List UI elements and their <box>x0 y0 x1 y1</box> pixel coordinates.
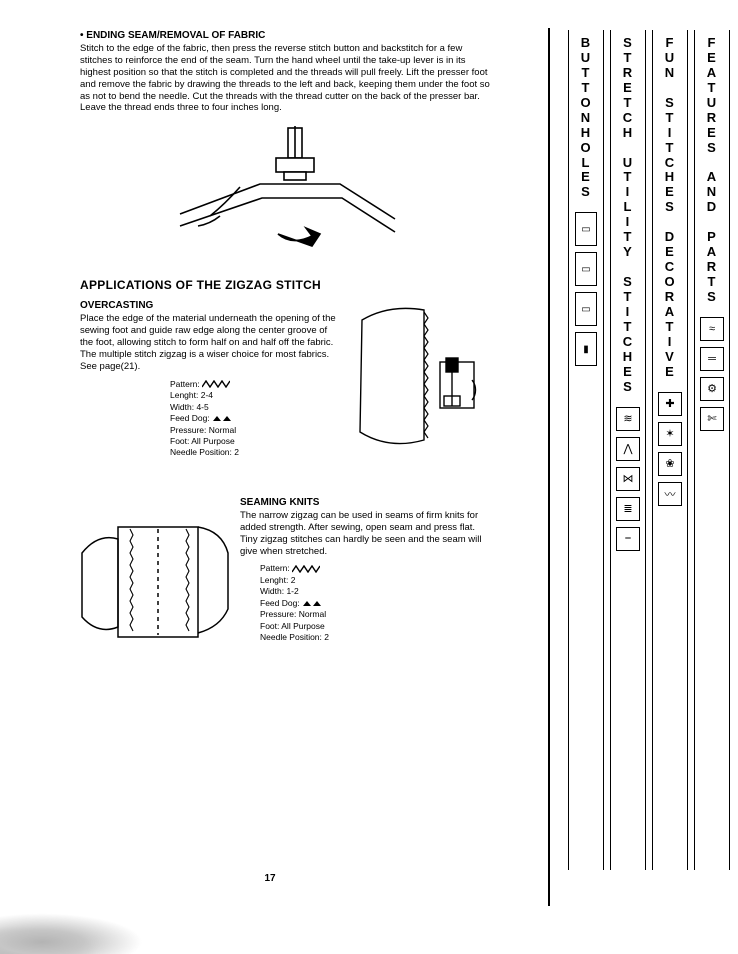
pressure-label-2: Pressure: Normal <box>260 609 490 620</box>
width-label-2: Width: 1-2 <box>260 586 490 597</box>
pattern-label: Pattern: <box>170 379 200 389</box>
seaming-knits-body: The narrow zigzag can be used in seams o… <box>240 510 490 558</box>
overcasting-illustration <box>354 300 484 450</box>
feeddog-label-2: Feed Dog: <box>260 598 300 608</box>
tab-2[interactable]: F U N S T I T C H E S D E C O R A T I V … <box>652 30 688 870</box>
needle-label-2: Needle Position: 2 <box>260 632 490 643</box>
tab-stitch-icon: ✶ <box>658 422 682 446</box>
zigzag-pattern-icon <box>202 380 230 388</box>
tab-stitch-icon: ⎯ <box>616 527 640 551</box>
length-label-2: Lenght: 2 <box>260 575 490 586</box>
tab-stitch-icon: ▮ <box>575 332 597 366</box>
tab-stitch-icon: ≈ <box>700 317 724 341</box>
section-tabs: B U T T O N H O L E S ▭ ▭ ▭ ▮ S T R E T C H U… <box>568 30 730 870</box>
seaming-knits-illustration <box>80 497 230 647</box>
tab-label: F E A T U R E S A N D P A R T S <box>707 36 717 305</box>
foot-label: Foot: All Purpose <box>170 436 340 447</box>
tab-stitch-icon: ▭ <box>575 212 597 246</box>
tab-label: F U N S T I T C H E S D E C O R A T I V … <box>664 36 675 380</box>
tab-stitch-icon: ✚ <box>658 392 682 416</box>
tab-icons: ▭ ▭ ▭ ▮ <box>575 212 597 366</box>
tab-icons: ≈ ═ ⚙ ✄ <box>700 317 724 431</box>
tab-label: B U T T O N H O L E S <box>580 36 591 200</box>
tab-icons: ✚ ✶ ❀ 〰 <box>658 392 682 506</box>
ending-seam-heading: ENDING SEAM/REMOVAL OF FABRIC <box>80 30 490 41</box>
overcasting-title: OVERCASTING <box>80 300 340 311</box>
zigzag-section-title: APPLICATIONS OF THE ZIGZAG STITCH <box>80 278 490 292</box>
tab-stitch-icon: ═ <box>700 347 724 371</box>
needle-label: Needle Position: 2 <box>170 447 340 458</box>
foot-label-2: Foot: All Purpose <box>260 621 490 632</box>
ending-seam-body: Stitch to the edge of the fabric, then p… <box>80 43 490 114</box>
tab-stitch-icon: ▭ <box>575 252 597 286</box>
tab-stitch-icon: ⋀ <box>616 437 640 461</box>
tab-0[interactable]: B U T T O N H O L E S ▭ ▭ ▭ ▮ <box>568 30 604 870</box>
scan-artifact <box>0 894 210 954</box>
tab-stitch-icon: ⚙ <box>700 377 724 401</box>
tab-label: S T R E T C H U T I L I T Y S T I T C H … <box>623 36 633 395</box>
page-number: 17 <box>0 873 540 884</box>
width-label: Width: 4-5 <box>170 402 340 413</box>
tab-stitch-icon: ≣ <box>616 497 640 521</box>
manual-page: ENDING SEAM/REMOVAL OF FABRIC Stitch to … <box>0 0 540 954</box>
feeddog-icon <box>302 600 324 607</box>
zigzag-pattern-icon <box>292 565 320 573</box>
tab-3[interactable]: F E A T U R E S A N D P A R T S ≈ ═ ⚙ ✄ <box>694 30 730 870</box>
feeddog-icon <box>212 415 234 422</box>
tab-stitch-icon: 〰 <box>658 482 682 506</box>
pressure-label: Pressure: Normal <box>170 425 340 436</box>
tab-1[interactable]: S T R E T C H U T I L I T Y S T I T C H … <box>610 30 646 870</box>
page-edge <box>548 28 550 906</box>
tab-stitch-icon: ⋈ <box>616 467 640 491</box>
length-label: Lenght: 2-4 <box>170 390 340 401</box>
tab-stitch-icon: ✄ <box>700 407 724 431</box>
sewing-foot-illustration <box>170 124 400 264</box>
overcasting-body: Place the edge of the material underneat… <box>80 313 340 372</box>
tab-stitch-icon: ≋ <box>616 407 640 431</box>
overcasting-settings: Pattern: Lenght: 2-4 Width: 4-5 Feed Dog… <box>170 379 340 459</box>
seaming-knits-settings: Pattern: Lenght: 2 Width: 1-2 Feed Dog: … <box>260 563 490 643</box>
tab-stitch-icon: ▭ <box>575 292 597 326</box>
pattern-label-2: Pattern: <box>260 563 290 573</box>
tab-icons: ≋ ⋀ ⋈ ≣ ⎯ <box>616 407 640 551</box>
seaming-knits-title: SEAMING KNITS <box>240 497 490 508</box>
feeddog-label: Feed Dog: <box>170 413 210 423</box>
tab-stitch-icon: ❀ <box>658 452 682 476</box>
